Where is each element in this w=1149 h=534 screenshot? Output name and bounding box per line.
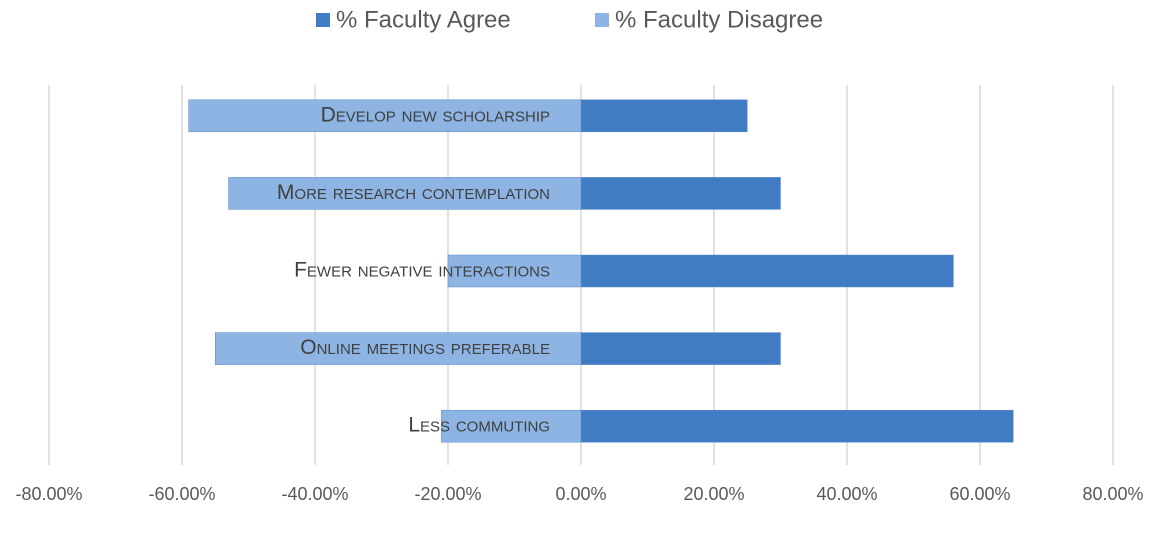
bar xyxy=(215,332,582,365)
bar xyxy=(580,99,748,133)
x-tick-label: -60.00% xyxy=(148,484,215,504)
x-tick-label: -40.00% xyxy=(281,484,348,504)
category-label: Develop new scholarship xyxy=(321,103,550,126)
bar xyxy=(580,332,781,365)
category-label: Online meetings preferable xyxy=(300,336,550,359)
legend-label: % Faculty Agree xyxy=(336,6,511,33)
bar xyxy=(447,254,582,288)
bar xyxy=(580,409,1014,443)
x-tick-label: 20.00% xyxy=(683,484,744,504)
bar xyxy=(188,99,582,133)
legend-swatch xyxy=(316,13,330,27)
bar xyxy=(580,254,954,288)
category-label: More research contemplation xyxy=(277,181,550,204)
category-label: Less commuting xyxy=(408,414,550,437)
bar xyxy=(441,409,582,443)
x-tick-label: -80.00% xyxy=(15,484,82,504)
x-tick-label: 40.00% xyxy=(816,484,877,504)
x-tick-label: 80.00% xyxy=(1082,484,1143,504)
x-tick-label: 0.00% xyxy=(555,484,606,504)
legend-label: % Faculty Disagree xyxy=(615,6,823,33)
bar xyxy=(580,177,781,210)
x-tick-label: -20.00% xyxy=(414,484,481,504)
category-label: Fewer negative interactions xyxy=(294,259,550,282)
x-tick-label: 60.00% xyxy=(949,484,1010,504)
bar xyxy=(228,177,582,210)
legend-swatch xyxy=(595,13,609,27)
